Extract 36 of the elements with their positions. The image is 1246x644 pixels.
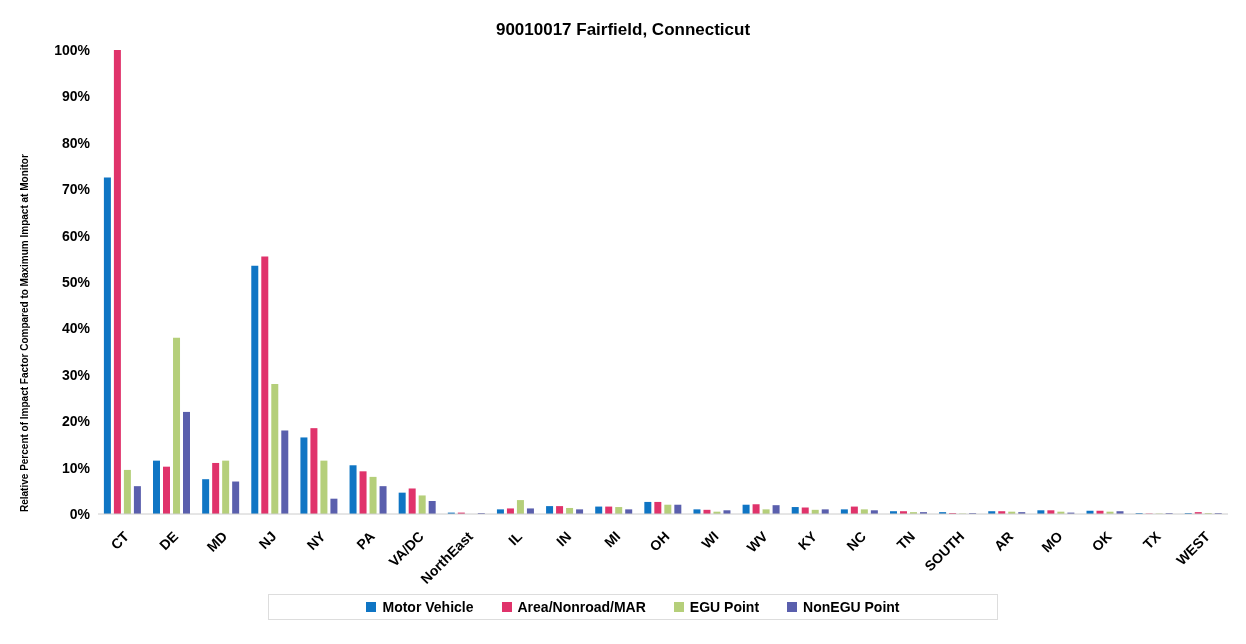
legend-label: Motor Vehicle bbox=[382, 599, 474, 615]
x-tick-label: TN bbox=[893, 528, 919, 553]
x-tick-label: IL bbox=[504, 527, 526, 549]
y-tick-label: 90% bbox=[61, 88, 91, 105]
x-tick-label: NY bbox=[303, 527, 330, 554]
x-tick-label: DE bbox=[156, 528, 182, 554]
legend-label: Area/Nonroad/MAR bbox=[517, 599, 646, 615]
y-tick-label: 60% bbox=[61, 227, 91, 244]
y-tick-label: 80% bbox=[61, 134, 91, 151]
x-tick-label: KY bbox=[794, 527, 821, 554]
x-tick-label: PA bbox=[353, 528, 378, 553]
x-tick-label: AR bbox=[990, 528, 1017, 554]
y-tick-label: 50% bbox=[61, 273, 91, 290]
y-tick-label: 70% bbox=[61, 181, 91, 198]
x-tick-label: MO bbox=[1038, 528, 1066, 556]
y-tick-label: 0% bbox=[69, 505, 91, 522]
x-tick-label: OH bbox=[646, 528, 673, 555]
y-tick-label: 20% bbox=[61, 413, 91, 430]
x-tick-label: WV bbox=[743, 527, 772, 556]
y-tick-label: 100% bbox=[54, 41, 91, 58]
x-tick-label: WI bbox=[698, 528, 722, 552]
x-tick-label: CT bbox=[107, 527, 133, 553]
x-tick-label: NJ bbox=[255, 528, 280, 553]
legend-label: NonEGU Point bbox=[803, 599, 900, 615]
x-tick-label: OK bbox=[1088, 528, 1115, 555]
y-axis-title: Relative Percent of Impact Factor Compared to Maximum Impact at Monitor bbox=[18, 154, 30, 512]
x-tick-label: TX bbox=[1139, 527, 1165, 553]
y-tick-label: 40% bbox=[61, 320, 91, 337]
chart-title: 90010017 Fairfield, Connecticut bbox=[494, 20, 752, 40]
x-tick-label: IN bbox=[553, 528, 575, 550]
y-tick-label: 10% bbox=[61, 459, 91, 476]
y-tick-label: 30% bbox=[61, 366, 91, 383]
x-tick-label: MD bbox=[203, 528, 231, 555]
x-tick-label: MI bbox=[601, 528, 624, 551]
legend-label: EGU Point bbox=[689, 599, 760, 615]
x-tick-label: NC bbox=[843, 528, 869, 554]
